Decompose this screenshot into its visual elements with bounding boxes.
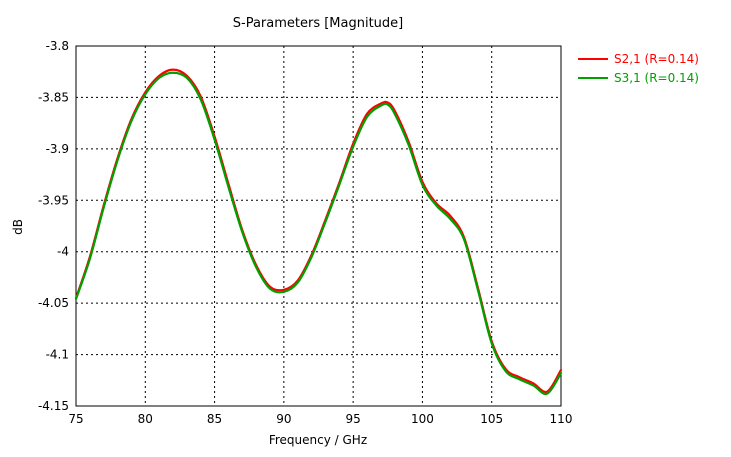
y-tick-label: -3.9 (46, 142, 69, 156)
chart-title: S-Parameters [Magnitude] (233, 16, 404, 31)
x-tick-label: 100 (411, 412, 434, 426)
x-tick-label: 85 (207, 412, 222, 426)
y-axis-label: dB (11, 219, 25, 235)
x-tick-label: 80 (138, 412, 153, 426)
y-tick-label: -4 (57, 245, 69, 259)
legend-label-1: S2,1 (R=0.14) (614, 52, 699, 66)
y-tick-label: -3.95 (38, 193, 69, 207)
x-tick-label: 110 (550, 412, 573, 426)
y-tick-label: -3.8 (46, 39, 69, 53)
series-line-2 (74, 71, 563, 396)
legend-label-2: S3,1 (R=0.14) (614, 71, 699, 85)
x-tick-label: 95 (346, 412, 361, 426)
legend: S2,1 (R=0.14) S3,1 (R=0.14) (578, 52, 699, 85)
grid (76, 46, 561, 406)
x-tick-label: 105 (480, 412, 503, 426)
tick-labels: 75 80 85 90 95 100 105 110 -3.8 -3.85 -3.9 -3.95 -4 -… (38, 39, 573, 426)
y-tick-label: -4.15 (38, 399, 69, 413)
x-tick-label: 90 (276, 412, 291, 426)
x-axis-label: Frequency / GHz (269, 433, 367, 447)
series-layer (74, 68, 563, 396)
x-tick-label: 75 (68, 412, 83, 426)
y-tick-label: -4.05 (38, 296, 69, 310)
y-tick-label: -3.85 (38, 90, 69, 104)
plot-area (75, 45, 562, 407)
series-line-1 (74, 68, 563, 394)
y-tick-label: -4.1 (46, 348, 69, 362)
